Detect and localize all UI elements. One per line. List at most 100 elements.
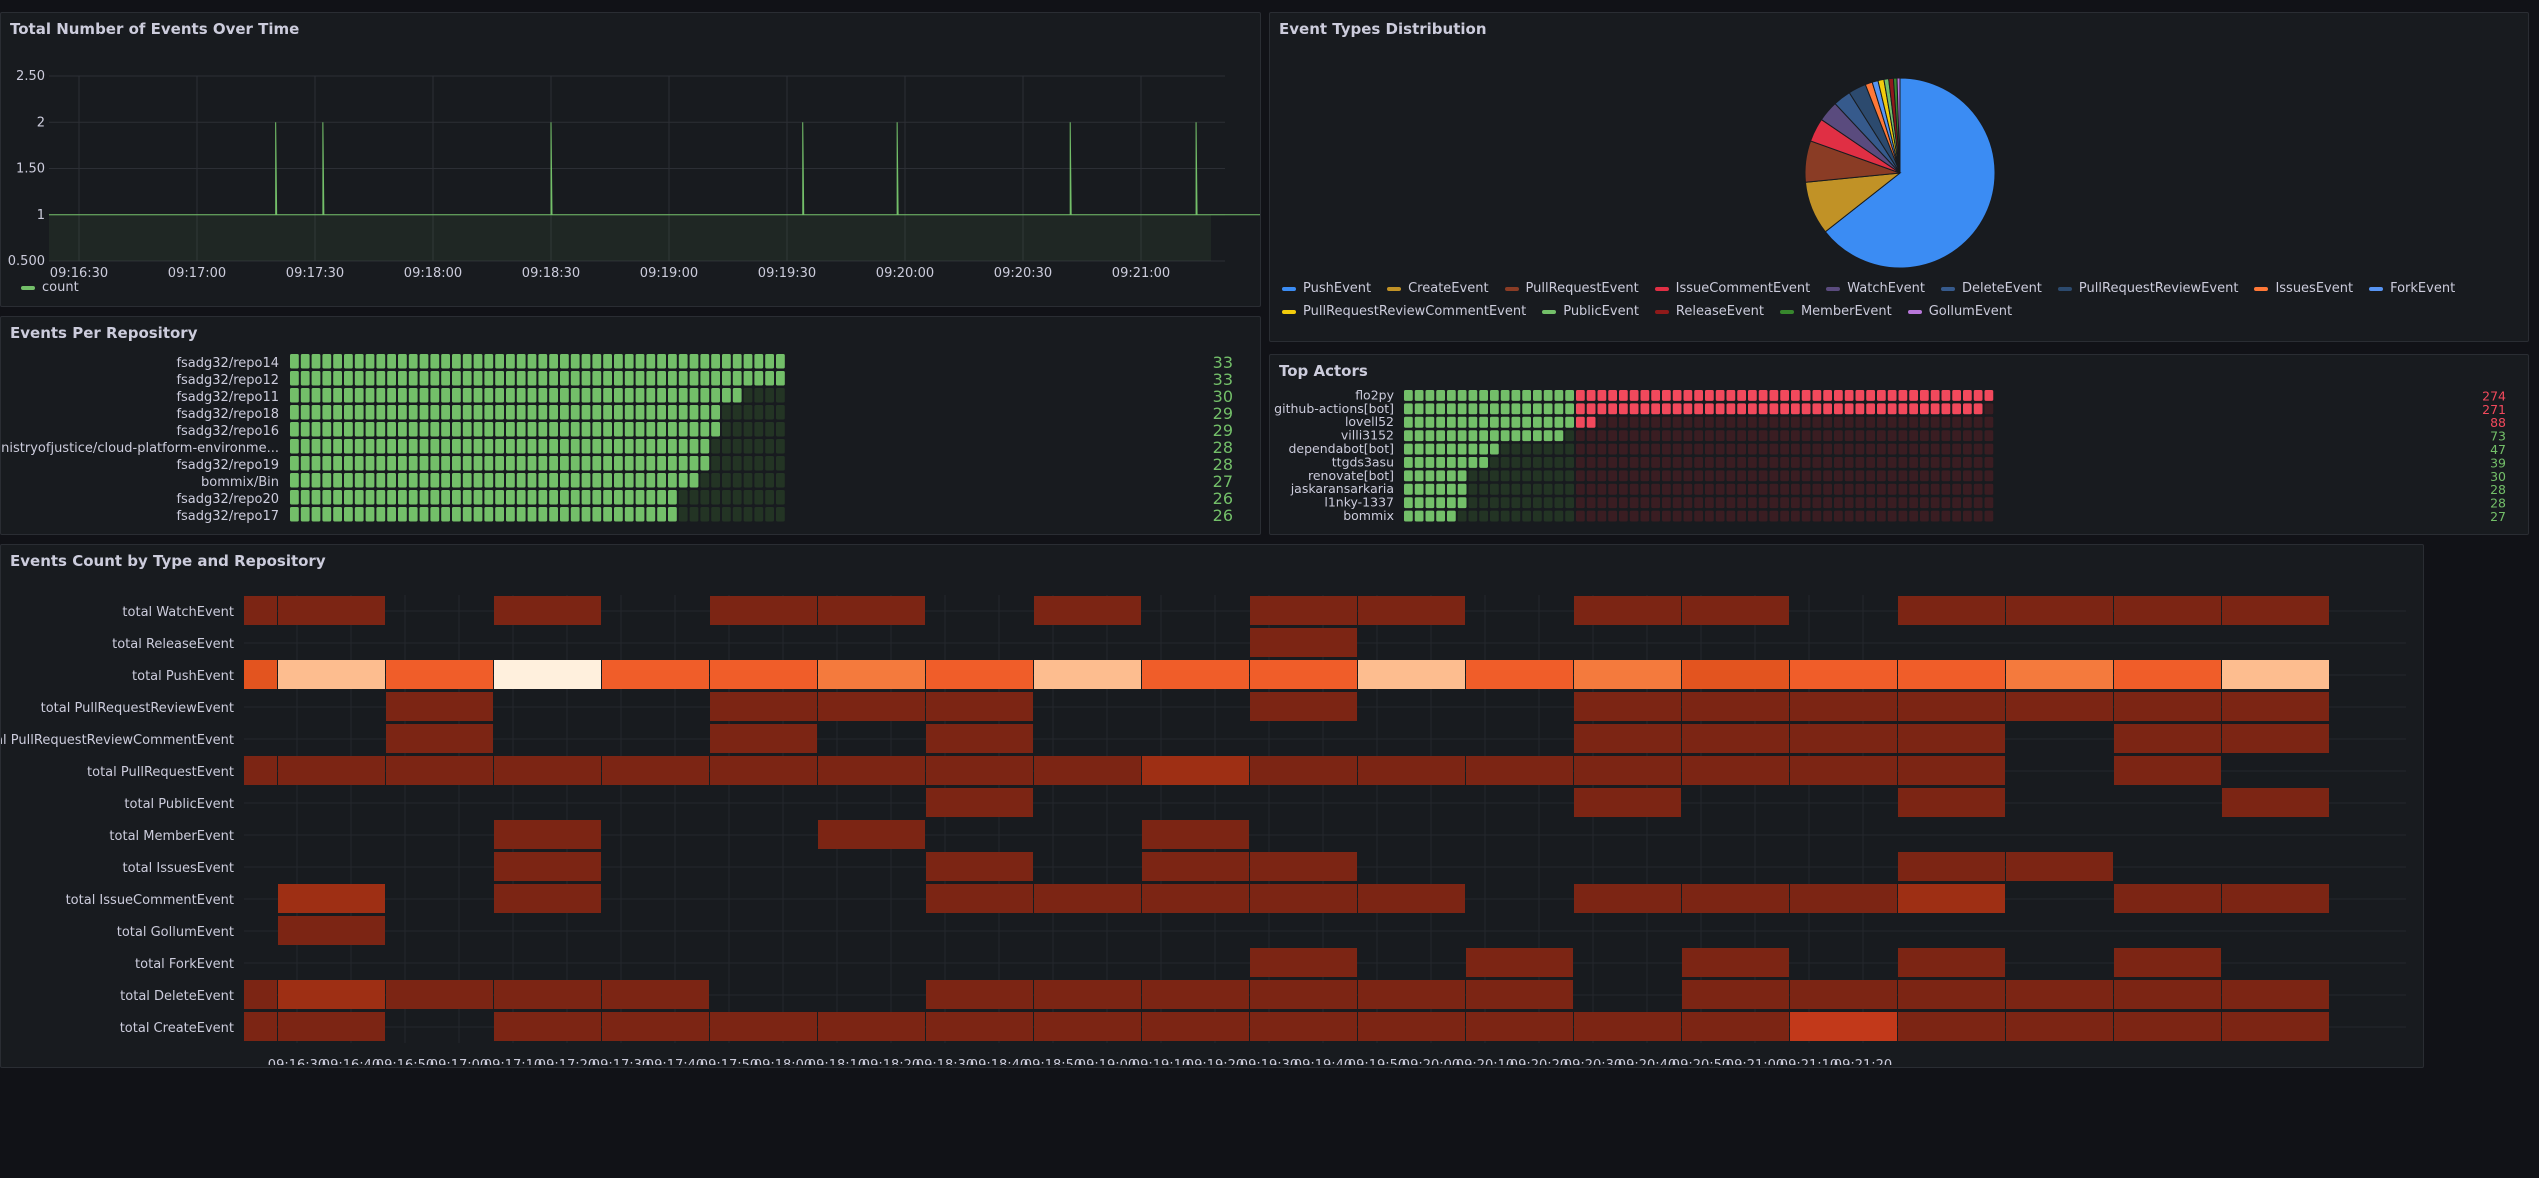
bar-cell (387, 354, 396, 369)
bar-cell (678, 422, 688, 437)
x-tick-label: 09:16:30 (268, 1058, 326, 1065)
bar-value: 26 (1213, 489, 1233, 508)
legend-item[interactable]: DeleteEvent (1940, 277, 2042, 300)
legend-item[interactable]: ForkEvent (2369, 277, 2455, 300)
bar-cell (624, 507, 634, 522)
bar-cell (1909, 430, 1918, 442)
bar-cell (1672, 457, 1682, 468)
bar-cell (1479, 403, 1488, 415)
legend-item[interactable]: IssueCommentEvent (1654, 277, 1810, 300)
bar-cell (1500, 403, 1510, 415)
bar-cell (678, 456, 688, 471)
bar-cell (1543, 430, 1553, 442)
bar-cell (1812, 403, 1822, 415)
bar-cell (646, 490, 656, 505)
bar-cell (732, 422, 742, 437)
bar-cell (1511, 390, 1521, 401)
bar-cell (1801, 510, 1811, 522)
bar-cell (776, 354, 785, 369)
bar-cell (1984, 457, 1994, 468)
legend-item[interactable]: PushEvent (1282, 277, 1371, 300)
bar-cell (732, 490, 742, 505)
y-tick-label: total PushEvent (132, 669, 234, 684)
bar-cell (365, 456, 375, 471)
x-tick-label: 09:19:20 (1186, 1058, 1244, 1065)
x-tick-label: 09:19:50 (1348, 1058, 1406, 1065)
legend-swatch (2057, 286, 2072, 291)
bar-cell (1447, 470, 1456, 482)
heatmap-cell (2222, 660, 2329, 689)
bar-cell (743, 473, 753, 488)
bar-cell (1866, 403, 1875, 415)
legend-item[interactable]: MemberEvent (1779, 300, 1892, 323)
x-tick-label: 09:17:10 (484, 1058, 542, 1065)
bar-cell (1715, 483, 1725, 495)
bar-cell (538, 473, 548, 488)
bar-cell (1984, 483, 1994, 495)
bar-cell (538, 490, 548, 505)
bar-cell (1705, 443, 1714, 455)
heatmap-cell (1034, 884, 1141, 913)
bar-cell (1769, 403, 1779, 415)
bar-cell (1694, 510, 1703, 522)
bar-cell (290, 422, 299, 437)
legend-item[interactable]: IssuesEvent (2254, 277, 2353, 300)
pie-legend[interactable]: PushEvent CreateEvent PullRequestEvent Issu… (1282, 277, 2512, 323)
legend-item[interactable]: PullRequestReviewCommentEvent (1282, 300, 1526, 323)
bar-cell (1866, 457, 1875, 468)
bar-cell (657, 490, 666, 505)
heatmap-cell (1574, 756, 1681, 785)
y-tick-label: total CreateEvent (120, 1021, 234, 1036)
bar-cell (1909, 510, 1918, 522)
bar-cell (1812, 416, 1822, 428)
heatmap-cell (1574, 596, 1681, 625)
bar-cell (1565, 510, 1574, 522)
bar-cell (678, 490, 688, 505)
bar-cell (1780, 416, 1789, 428)
legend-item[interactable]: PullRequestReviewEvent (2057, 277, 2238, 300)
bar-cell (570, 354, 580, 369)
legend-item[interactable]: PullRequestEvent (1504, 277, 1639, 300)
legend-item[interactable]: GollumEvent (1907, 300, 2012, 323)
bar-cell (1715, 470, 1725, 482)
bar-cell (1576, 390, 1585, 401)
bar-cell (1543, 497, 1553, 509)
bar-cell (1490, 403, 1499, 415)
bar-cell (549, 490, 558, 505)
bar-cell (700, 439, 710, 454)
legend-swatch (21, 285, 35, 290)
heatmap-cell (1898, 756, 2005, 785)
bar-cell (1586, 470, 1596, 482)
x-tick-label: 09:19:10 (1132, 1058, 1190, 1065)
actor-bar-gauge: flo2py 274 github-actions[bot] 271 lovell52 8… (1274, 389, 2506, 524)
bar-value: 27 (2490, 509, 2506, 524)
legend-item[interactable]: WatchEvent (1826, 277, 1925, 300)
bar-label: fsadg32/repo14 (176, 356, 279, 371)
heatmap-cell (926, 1012, 1033, 1041)
bar-cell (1801, 457, 1811, 468)
bar-cell (398, 473, 407, 488)
bar-cell (527, 405, 537, 420)
heatmap-cell (710, 692, 817, 721)
legend-item[interactable]: CreateEvent (1387, 277, 1489, 300)
heatmap-cell (926, 692, 1033, 721)
line-legend[interactable]: count (21, 276, 95, 299)
legend-item[interactable]: PublicEvent (1542, 300, 1639, 323)
bar-cell (1758, 457, 1768, 468)
bar-cell (538, 422, 548, 437)
bar-cell (1952, 416, 1961, 428)
heatmap-cell (2222, 884, 2329, 913)
bar-label: jaskaransarkaria (1290, 481, 1394, 496)
bar-cell (484, 456, 494, 471)
legend-item[interactable]: ReleaseEvent (1654, 300, 1764, 323)
x-tick-label: 09:18:10 (808, 1058, 866, 1065)
heatmap-cell (278, 916, 385, 945)
bar-cell (527, 354, 537, 369)
bar-cell (419, 422, 429, 437)
legend-swatch (1504, 286, 1519, 291)
bar-label: fsadg32/repo12 (176, 373, 279, 388)
bar-cell (1490, 416, 1499, 428)
bar-cell (1812, 430, 1822, 442)
bar-cell (1619, 510, 1628, 522)
bar-cell (1823, 497, 1832, 509)
